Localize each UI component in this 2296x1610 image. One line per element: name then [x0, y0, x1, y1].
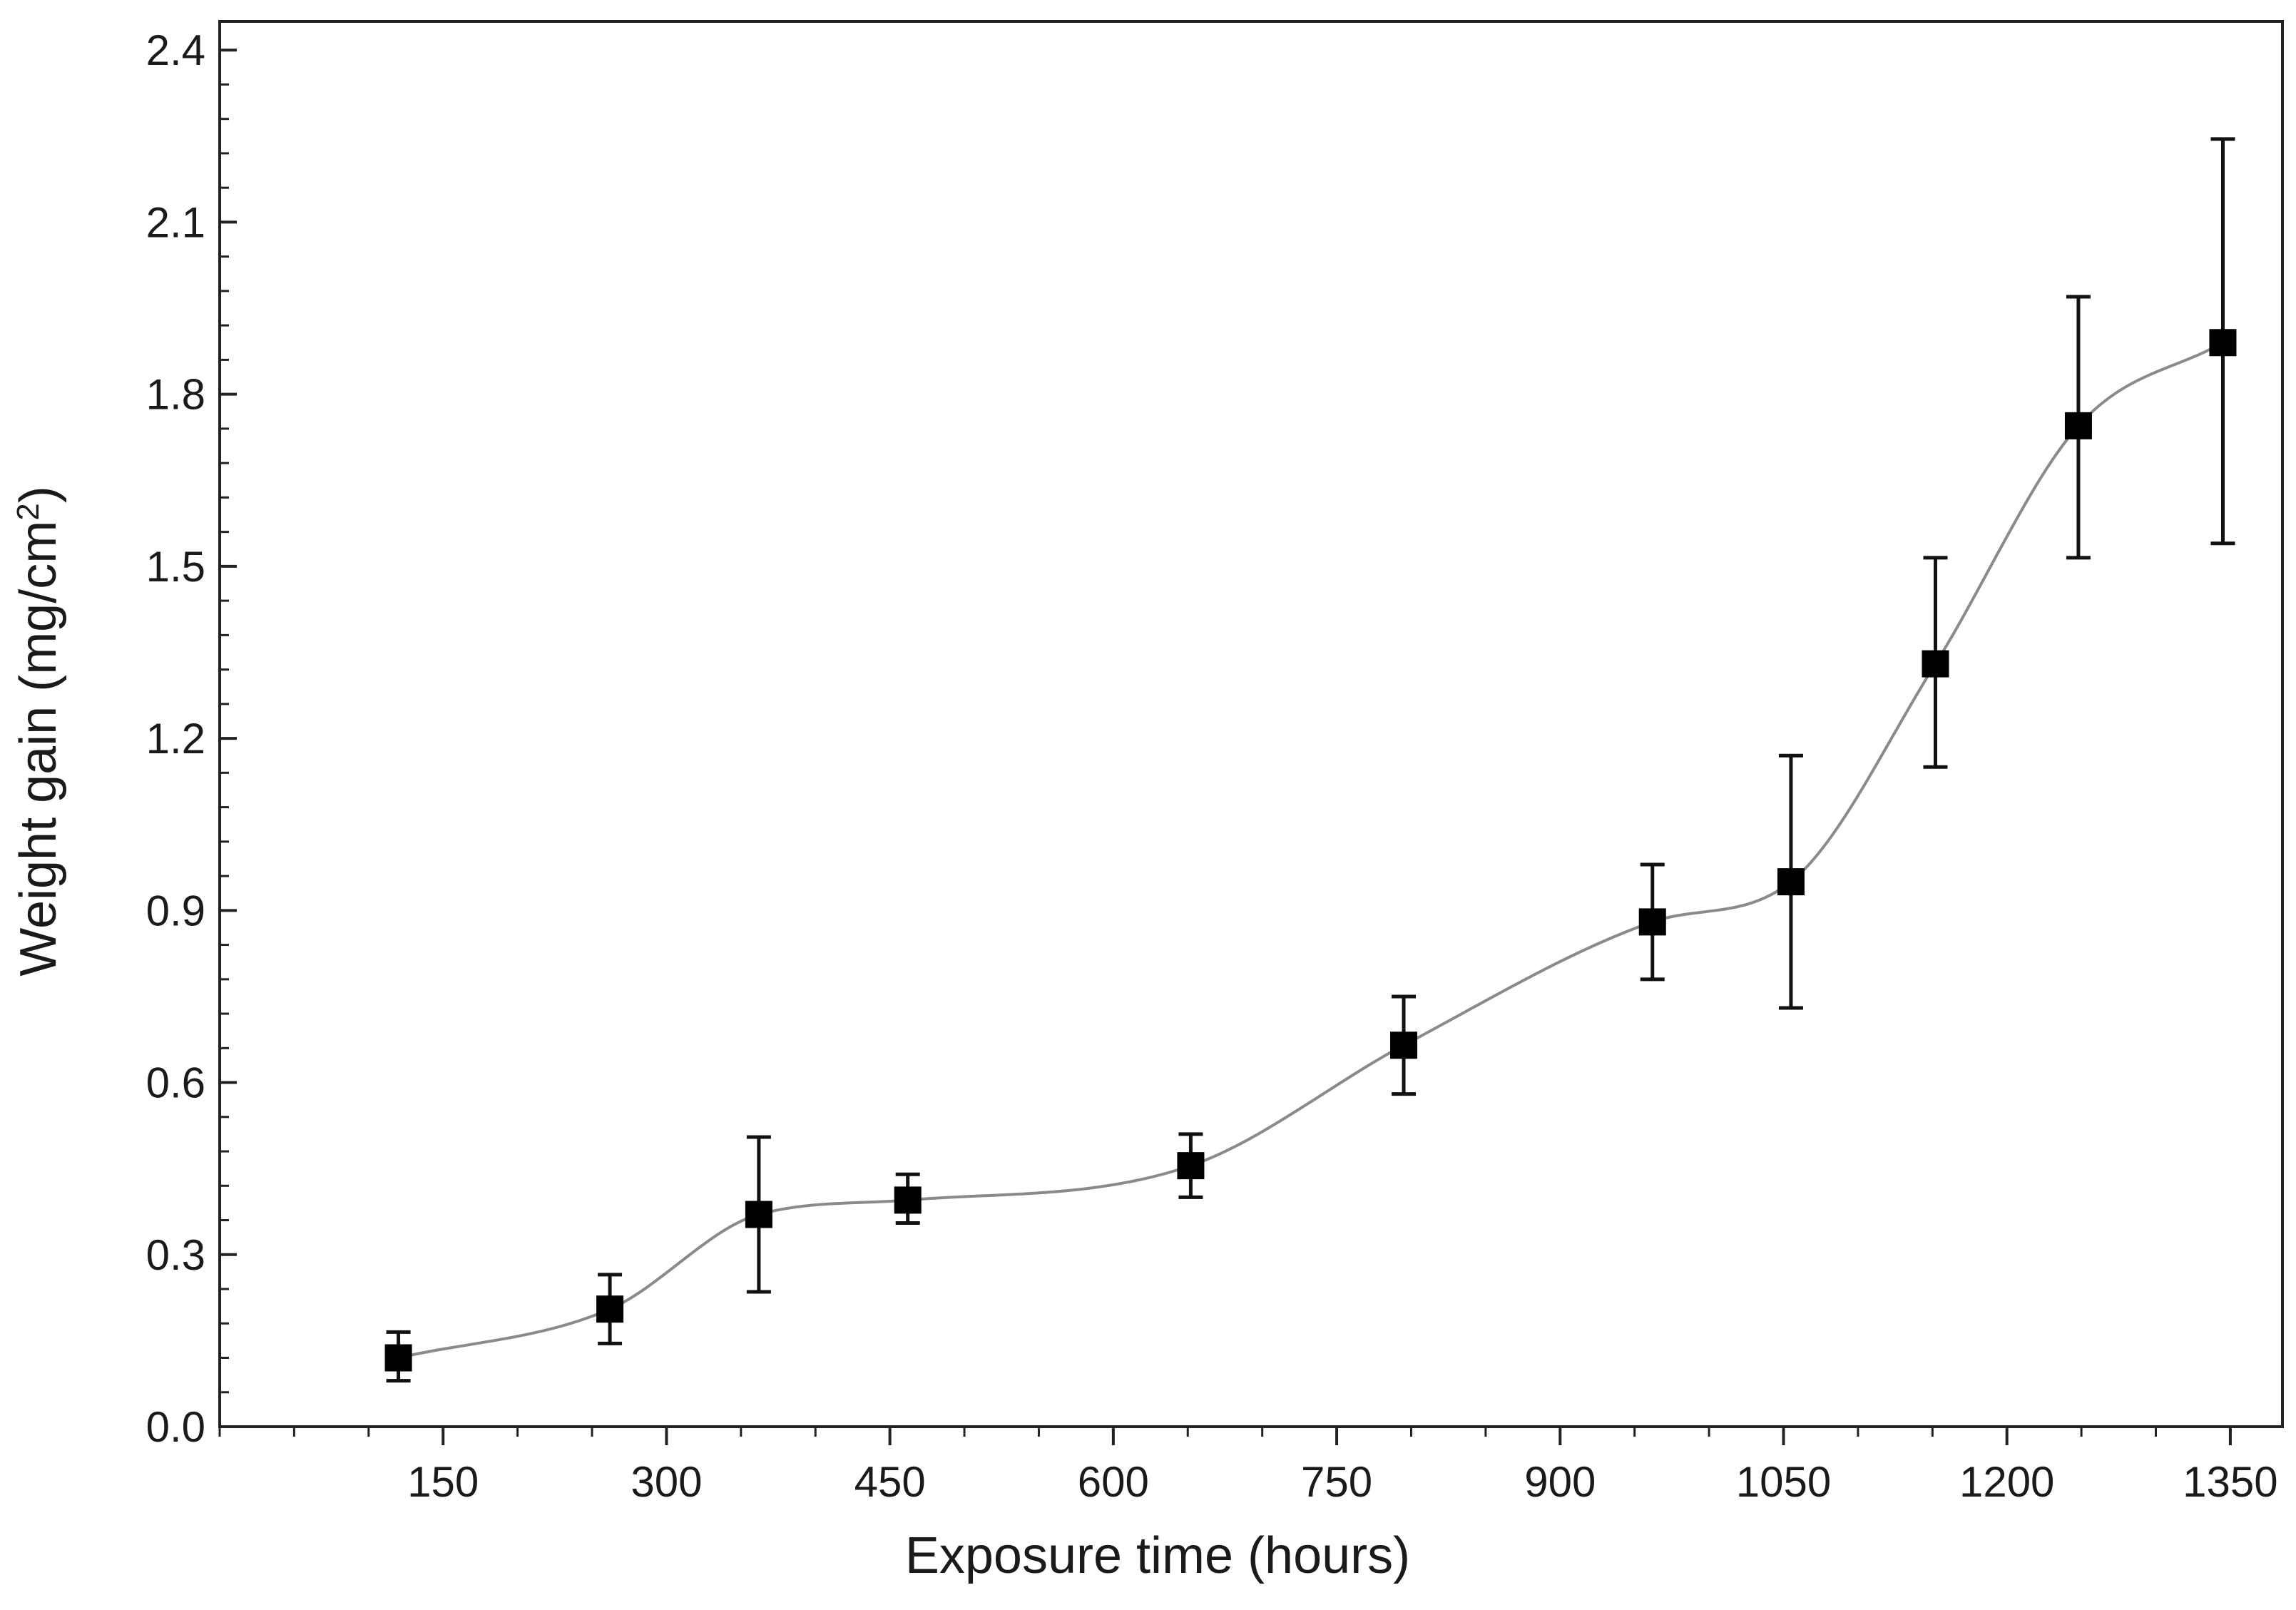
square-marker [2064, 412, 2092, 439]
x-tick-label: 450 [854, 1458, 926, 1506]
square-marker [2209, 329, 2237, 357]
square-marker [894, 1186, 922, 1214]
x-tick-label: 1350 [2183, 1458, 2277, 1506]
data-point [2209, 137, 2237, 546]
square-marker [1638, 908, 1666, 936]
square-marker [1777, 868, 1805, 896]
square-marker [745, 1201, 772, 1228]
y-tick-label: 0.3 [146, 1231, 205, 1279]
data-point [1177, 1132, 1205, 1199]
y-axis-title-main: Weight gain (mg/cm [10, 521, 67, 977]
x-tick-label: 150 [407, 1458, 479, 1506]
data-point [894, 1172, 922, 1226]
square-marker [1922, 650, 1949, 678]
y-tick-label: 0.0 [146, 1403, 205, 1451]
square-marker [1390, 1031, 1418, 1059]
y-axis-title-suffix: ) [10, 486, 67, 503]
x-tick-label: 1200 [1959, 1458, 2054, 1506]
plot-frame [218, 20, 2284, 1428]
x-tick-label: 750 [1301, 1458, 1372, 1506]
x-tick-label: 300 [631, 1458, 702, 1506]
y-tick-label: 1.5 [146, 543, 205, 591]
y-tick-label: 1.8 [146, 371, 205, 419]
x-tick-label: 600 [1078, 1458, 1149, 1506]
square-marker [1177, 1152, 1205, 1180]
fit-curve [398, 341, 2224, 1360]
y-tick-label: 2.4 [146, 26, 205, 74]
x-tick-label: 900 [1524, 1458, 1596, 1506]
y-axis-title-superscript: 2 [11, 503, 46, 520]
y-axis-title: Weight gain (mg/cm2) [10, 486, 67, 976]
y-tick-label: 2.1 [146, 198, 205, 246]
data-point [1638, 862, 1666, 982]
data-point [384, 1330, 412, 1383]
data-point [596, 1273, 624, 1345]
y-axis-title-group: Weight gain (mg/cm2) [10, 486, 67, 976]
data-point [1922, 556, 1949, 769]
square-marker [384, 1344, 412, 1372]
data-point [1777, 753, 1805, 1010]
square-marker [596, 1295, 624, 1323]
data-point [2064, 295, 2092, 560]
y-tick-label: 1.2 [146, 715, 205, 763]
x-tick-label: 1050 [1736, 1458, 1831, 1506]
data-point [745, 1135, 772, 1294]
y-tick-label: 0.9 [146, 887, 205, 934]
x-axis-title: Exposure time (hours) [905, 1527, 1410, 1584]
y-tick-label: 0.6 [146, 1059, 205, 1107]
data-point [1390, 994, 1418, 1096]
